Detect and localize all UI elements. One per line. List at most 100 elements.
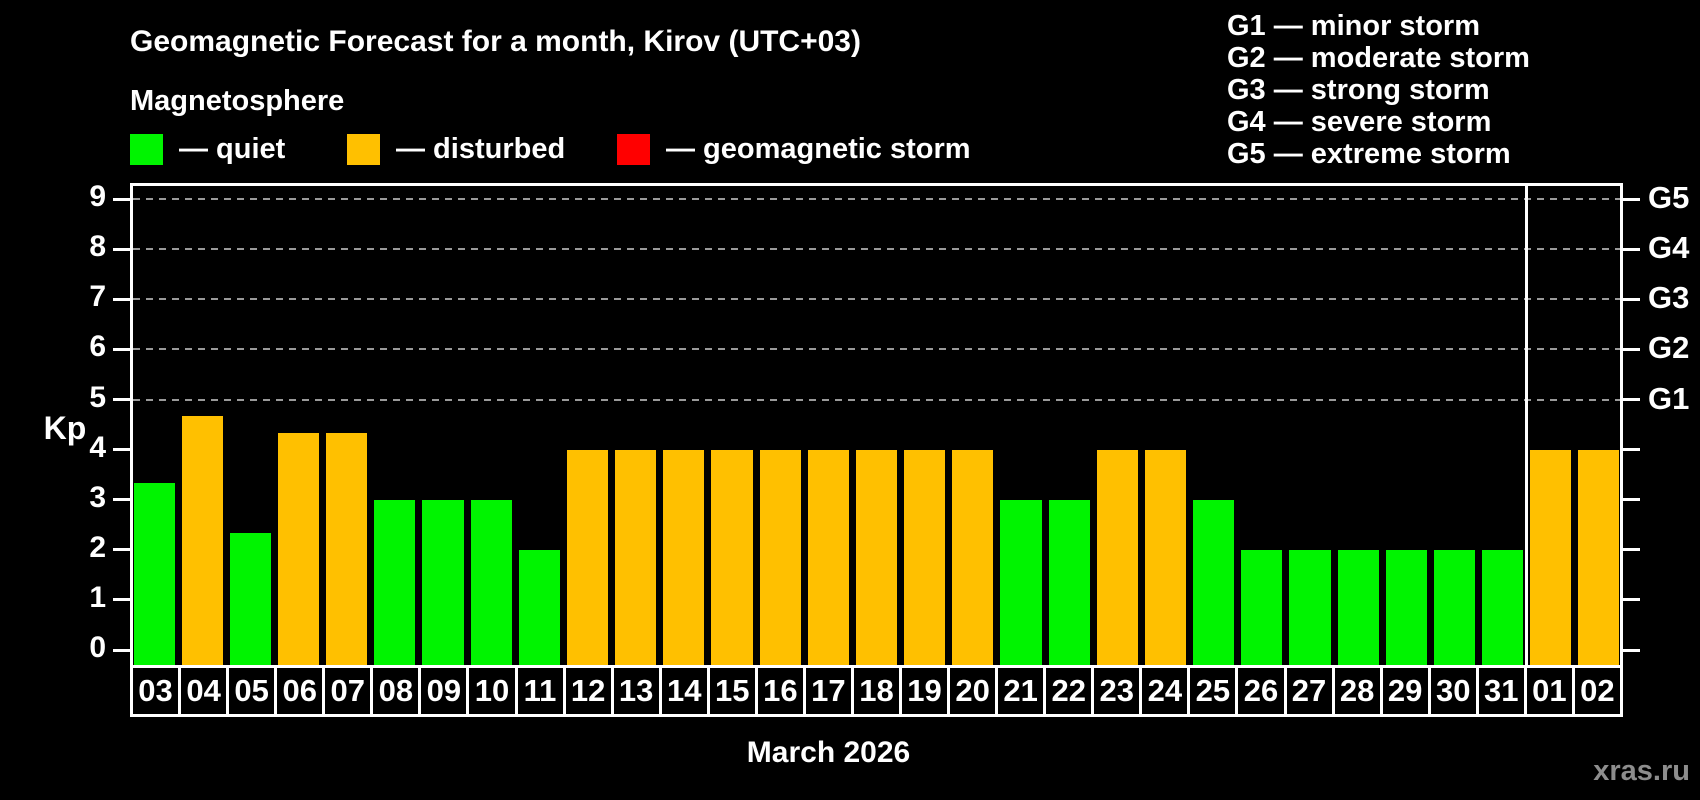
legend-label-disturbed: — disturbed bbox=[396, 133, 566, 165]
y-axis-tick-right bbox=[1623, 347, 1640, 351]
day-label-22: 22 bbox=[1043, 668, 1091, 714]
x-axis-month-label: March 2026 bbox=[746, 736, 911, 769]
quiet-color-swatch bbox=[130, 134, 163, 165]
y-axis-title: Kp bbox=[43, 410, 87, 446]
day-label-15: 15 bbox=[706, 668, 755, 714]
kp-bar-day-22 bbox=[1048, 499, 1090, 668]
g4-legend-line: G4 — severe storm bbox=[1227, 106, 1492, 138]
y-axis-label-8: 8 bbox=[89, 230, 106, 264]
g-scale-label-g5: G5 bbox=[1648, 180, 1690, 216]
day-label-03: 03 bbox=[138, 673, 173, 708]
y-axis-tick-left bbox=[113, 197, 130, 201]
day-label-26: 26 bbox=[1235, 668, 1283, 714]
day-label-16: 16 bbox=[754, 668, 803, 714]
kp-bar-day-24 bbox=[1144, 449, 1187, 668]
day-label-31: 31 bbox=[1475, 668, 1524, 714]
watermark: xras.ru bbox=[1593, 755, 1690, 787]
y-axis-label-1: 1 bbox=[89, 580, 106, 614]
day-label-24: 24 bbox=[1139, 668, 1187, 714]
y-axis-label-4: 4 bbox=[89, 430, 106, 464]
kp-bar-day-11 bbox=[518, 549, 560, 668]
y-axis-tick-right bbox=[1623, 448, 1640, 452]
page-title: Geomagnetic Forecast for a month, Kirov … bbox=[130, 25, 861, 58]
g-scale-label-g3: G3 bbox=[1648, 280, 1690, 316]
y-axis-tick-right bbox=[1623, 548, 1640, 552]
day-label-09: 09 bbox=[418, 668, 466, 714]
legend-item-storm: — geomagnetic storm bbox=[617, 133, 971, 166]
day-label-14: 14 bbox=[658, 668, 707, 714]
day-label-06: 06 bbox=[274, 668, 322, 714]
kp-bar-day-25 bbox=[1193, 499, 1235, 668]
kp-bar-day-23 bbox=[1096, 449, 1138, 668]
magnetosphere-label: Magnetosphere bbox=[130, 85, 345, 117]
y-axis-label-0: 0 bbox=[89, 631, 106, 664]
g-scale-label-g1: G1 bbox=[1648, 380, 1690, 416]
y-axis-tick-right bbox=[1623, 598, 1640, 602]
legend-label-storm: — geomagnetic storm bbox=[666, 133, 971, 165]
gridline-kp-7 bbox=[133, 298, 1620, 301]
kp-bar-day-30 bbox=[1433, 549, 1475, 668]
g-scale-legend: G1 — minor storm G2 — moderate storm G3 … bbox=[1227, 10, 1530, 170]
kp-bar-day-17 bbox=[807, 449, 849, 668]
kp-bar-day-09 bbox=[422, 499, 464, 668]
kp-bar-day-14 bbox=[663, 449, 705, 668]
legend-item-disturbed: — disturbed bbox=[347, 133, 565, 166]
day-label-08: 08 bbox=[370, 668, 418, 714]
day-label-11: 11 bbox=[514, 668, 563, 714]
kp-bar-day-18 bbox=[855, 449, 898, 668]
kp-bar-day-26 bbox=[1241, 549, 1283, 668]
kp-bar-day-02 bbox=[1578, 449, 1620, 668]
y-axis-tick-right bbox=[1623, 648, 1640, 652]
g2-legend-line: G2 — moderate storm bbox=[1227, 42, 1530, 74]
day-label-30: 30 bbox=[1427, 668, 1476, 714]
day-label-10: 10 bbox=[466, 668, 514, 714]
y-axis-label-2: 2 bbox=[89, 530, 106, 564]
y-axis-tick-left bbox=[113, 347, 130, 351]
gridline-kp-9 bbox=[133, 198, 1620, 201]
y-axis-label-6: 6 bbox=[89, 330, 106, 364]
y-axis-label-3: 3 bbox=[89, 480, 106, 514]
day-label-01: 01 bbox=[1523, 668, 1572, 714]
y-axis-tick-left bbox=[113, 498, 130, 502]
y-axis-tick-left bbox=[113, 398, 130, 401]
kp-bar-day-31 bbox=[1482, 549, 1524, 668]
day-label-25: 25 bbox=[1187, 668, 1235, 714]
y-axis-tick-left bbox=[113, 548, 130, 552]
day-label-27: 27 bbox=[1283, 668, 1332, 714]
g5-legend-line: G5 — extreme storm bbox=[1227, 138, 1511, 170]
kp-bar-day-01 bbox=[1530, 449, 1572, 668]
y-axis-tick-right bbox=[1623, 297, 1640, 301]
g3-legend-line: G3 — strong storm bbox=[1227, 74, 1490, 106]
day-label-19: 19 bbox=[899, 668, 947, 714]
storm-color-swatch bbox=[617, 134, 650, 165]
gridline-kp-6 bbox=[133, 348, 1620, 351]
day-label-18: 18 bbox=[850, 668, 899, 714]
day-label-04: 04 bbox=[178, 668, 226, 714]
month-separator-line bbox=[1525, 183, 1529, 668]
y-axis-tick-left bbox=[113, 448, 130, 452]
gridline-kp-5 bbox=[133, 398, 1620, 401]
y-axis-tick-left bbox=[113, 247, 130, 251]
kp-bar-day-05 bbox=[229, 533, 271, 668]
kp-bar-day-27 bbox=[1289, 549, 1331, 668]
y-axis-label-7: 7 bbox=[89, 280, 106, 314]
kp-bar-day-19 bbox=[904, 449, 946, 668]
gridline-kp-8 bbox=[133, 248, 1620, 251]
day-label-28: 28 bbox=[1331, 668, 1380, 714]
day-label-23: 23 bbox=[1091, 668, 1139, 714]
kp-bar-day-20 bbox=[952, 449, 994, 668]
legend-item-quiet: — quiet bbox=[130, 133, 285, 166]
kp-bar-day-21 bbox=[1000, 499, 1042, 668]
y-axis-label-5: 5 bbox=[89, 380, 106, 414]
kp-bar-day-04 bbox=[181, 416, 223, 668]
g1-legend-line: G1 — minor storm bbox=[1227, 10, 1480, 42]
kp-bar-day-06 bbox=[277, 433, 320, 668]
x-axis-day-row: 03 04 05 06 07 08 09 10 11 12 13 14 15 16 17 18 19 20 21 22… bbox=[130, 665, 1623, 717]
day-label-20: 20 bbox=[947, 668, 995, 714]
kp-bar-day-28 bbox=[1337, 549, 1379, 668]
day-label-12: 12 bbox=[562, 668, 611, 714]
kp-bar-day-29 bbox=[1385, 549, 1427, 668]
kp-bar-day-12 bbox=[566, 449, 609, 668]
